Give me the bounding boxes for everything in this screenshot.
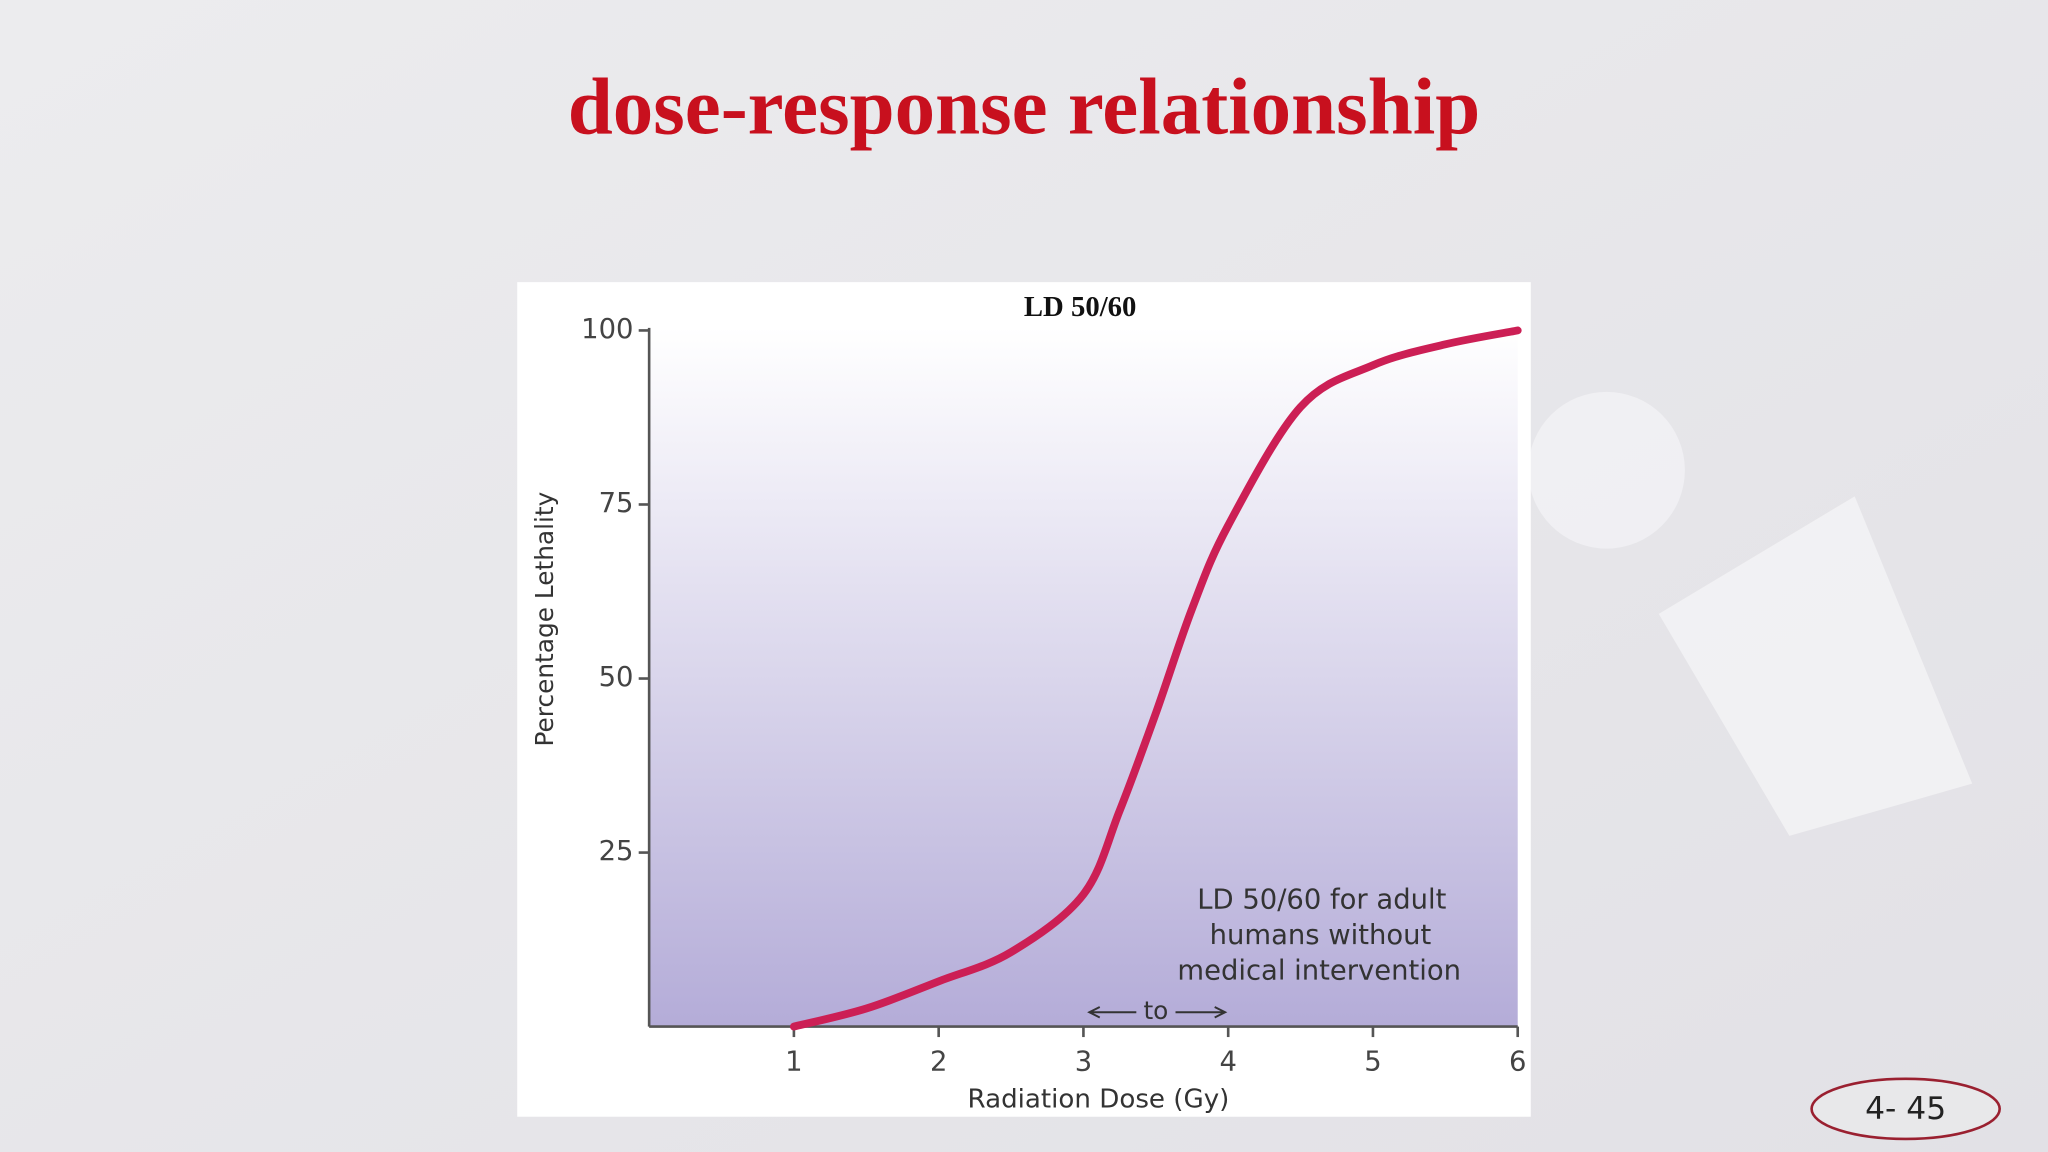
chart-title: dose-response relationship — [568, 62, 1481, 152]
y-tick-label: 50 — [599, 662, 634, 693]
x-tick-label: 1 — [785, 1047, 802, 1078]
x-tick-label: 5 — [1364, 1047, 1381, 1078]
y-tick-label: 25 — [599, 836, 634, 867]
annotation: humans without — [1210, 920, 1432, 951]
slide-number: 4- 45 — [1865, 1091, 1946, 1127]
y-tick-label: 75 — [599, 488, 634, 519]
arrow — [1087, 1006, 1228, 1019]
data-line — [789, 326, 1522, 1031]
x-tick-label: 2 — [930, 1047, 947, 1078]
y-tick-label: 100 — [581, 314, 633, 345]
x-tick-label: 4 — [1219, 1047, 1236, 1078]
annotation: LD 50/60 — [1024, 291, 1137, 323]
annotation: medical intervention — [1177, 955, 1461, 986]
annotation: to — [1143, 996, 1168, 1025]
decoration — [1658, 496, 1973, 836]
x-axis-label: Radiation Dose (Gy) — [968, 1084, 1230, 1114]
plot-area — [649, 327, 1518, 1027]
y-axis-label: Percentage Lethality — [530, 492, 559, 747]
x-tick-label: 6 — [1509, 1047, 1526, 1078]
slide-number-badge — [1810, 1077, 2001, 1141]
decoration — [1528, 391, 1685, 549]
x-tick-label: 3 — [1075, 1047, 1092, 1078]
annotation: LD 50/60 for adult — [1197, 885, 1446, 916]
